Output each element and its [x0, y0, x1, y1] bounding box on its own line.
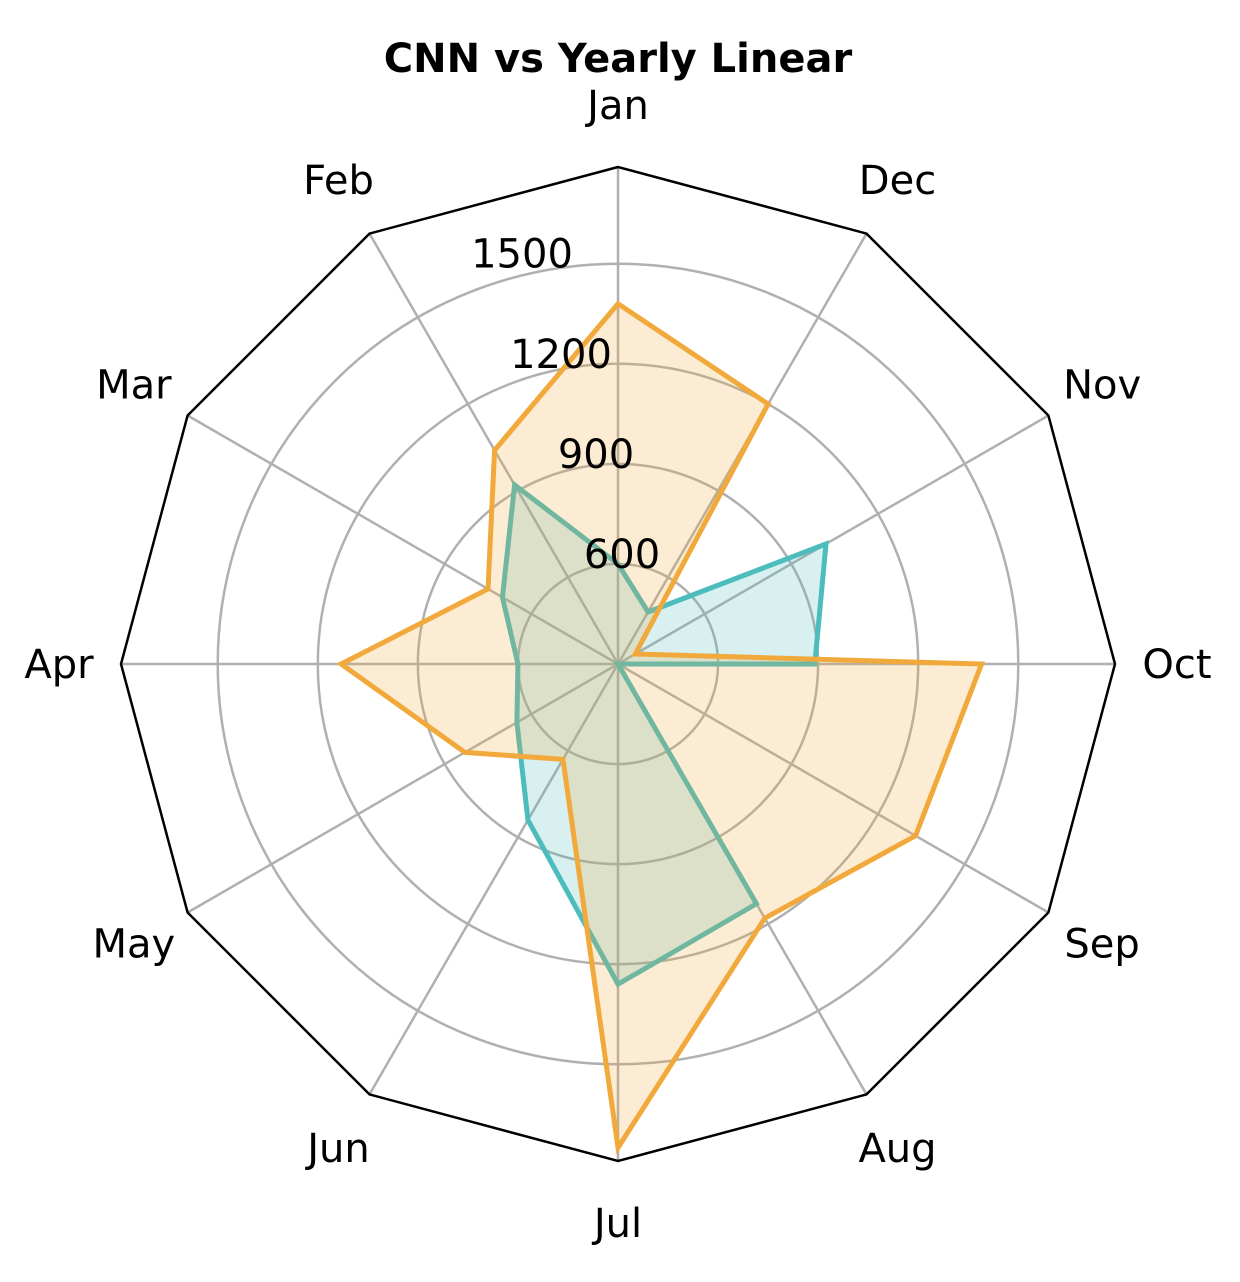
- chart-title: CNN vs Yearly Linear: [384, 36, 853, 82]
- month-labels: Jan Feb Mar Apr May Jun Jul Aug Sep Oct Nov Dec: [24, 83, 1211, 1247]
- radial-tick-label: 600: [584, 532, 660, 578]
- radial-tick-label: 1500: [471, 232, 573, 278]
- spoke: [617, 414, 1050, 666]
- radial-tick-label: 1200: [510, 332, 612, 378]
- month-label-jul: Jul: [591, 1201, 642, 1247]
- series-1-polygon: [499, 480, 829, 988]
- spoke: [186, 414, 619, 666]
- month-label-may: May: [93, 922, 176, 968]
- radial-ticks: 600 900 1200 1500: [471, 232, 660, 578]
- month-label-dec: Dec: [859, 158, 936, 204]
- month-label-jun: Jun: [304, 1126, 370, 1172]
- month-label-oct: Oct: [1142, 642, 1211, 688]
- month-label-sep: Sep: [1064, 922, 1139, 968]
- spoke: [186, 662, 619, 914]
- outer-frame: [119, 165, 1117, 1163]
- month-label-apr: Apr: [24, 642, 94, 688]
- month-label-jan: Jan: [584, 83, 649, 129]
- series-2-polygon: [336, 300, 986, 1155]
- spoke: [617, 662, 1050, 914]
- radial-tick-label: 900: [558, 432, 634, 478]
- radar-series: [336, 300, 986, 1155]
- spoke: [368, 663, 620, 1096]
- month-label-mar: Mar: [96, 363, 172, 409]
- month-label-nov: Nov: [1063, 363, 1141, 409]
- month-label-aug: Aug: [858, 1126, 936, 1172]
- month-label-feb: Feb: [303, 158, 374, 204]
